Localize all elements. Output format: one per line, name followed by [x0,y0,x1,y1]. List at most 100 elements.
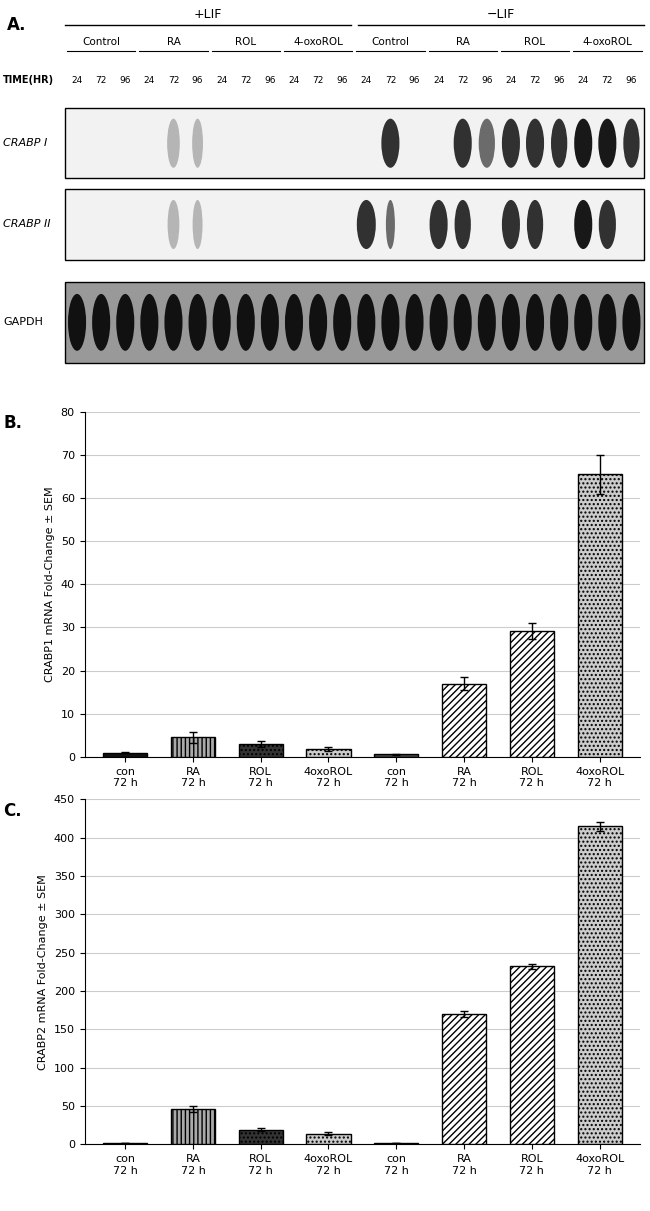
Ellipse shape [357,200,376,249]
Ellipse shape [430,200,448,249]
Ellipse shape [116,294,135,351]
Text: 72: 72 [313,76,324,85]
Text: CRABP I: CRABP I [3,138,47,148]
Text: ROL: ROL [235,38,256,47]
Text: TIME(HR): TIME(HR) [3,75,55,86]
Ellipse shape [188,294,207,351]
Ellipse shape [478,119,495,168]
Ellipse shape [237,294,255,351]
Ellipse shape [502,119,520,168]
Text: 72: 72 [240,76,252,85]
Ellipse shape [574,200,592,249]
Ellipse shape [454,294,472,351]
Ellipse shape [192,200,203,249]
Ellipse shape [574,294,592,351]
Text: 72: 72 [385,76,396,85]
Ellipse shape [623,294,640,351]
Ellipse shape [598,119,616,168]
Text: 96: 96 [192,76,203,85]
Ellipse shape [454,200,471,249]
FancyBboxPatch shape [65,108,644,178]
Text: 4-oxoROL: 4-oxoROL [293,38,343,47]
Text: +LIF: +LIF [194,8,222,22]
Bar [239,744,283,757]
Ellipse shape [382,119,400,168]
Bar [306,750,350,757]
Text: 24: 24 [289,76,300,85]
FancyBboxPatch shape [65,282,644,363]
Ellipse shape [599,200,616,249]
Text: C.: C. [3,802,22,820]
Text: A.: A. [6,16,26,34]
Ellipse shape [526,119,544,168]
Text: 24: 24 [505,76,517,85]
Bar [103,752,147,757]
Ellipse shape [551,119,567,168]
Ellipse shape [333,294,351,351]
Ellipse shape [213,294,231,351]
Ellipse shape [454,119,472,168]
Text: CRABP II: CRABP II [3,219,51,230]
Text: 4-oxoROL: 4-oxoROL [582,38,632,47]
Text: Control: Control [82,38,120,47]
Bar [171,737,215,757]
Text: 72: 72 [602,76,613,85]
Text: 24: 24 [216,76,228,85]
Bar [306,1133,350,1144]
Ellipse shape [598,294,616,351]
Ellipse shape [623,119,640,168]
Text: Control: Control [371,38,410,47]
Text: 96: 96 [120,76,131,85]
Ellipse shape [140,294,159,351]
Bar [374,754,419,757]
Text: B.: B. [3,414,22,432]
Bar [578,475,621,757]
Text: 96: 96 [626,76,637,85]
Text: 72: 72 [168,76,179,85]
Bar [442,683,486,757]
Ellipse shape [261,294,279,351]
Bar [442,1014,486,1144]
Y-axis label: CRABP1 mRNA Fold-Change ± SEM: CRABP1 mRNA Fold-Change ± SEM [45,487,55,682]
Ellipse shape [382,294,400,351]
Ellipse shape [430,294,448,351]
Ellipse shape [527,200,543,249]
Bar [578,826,621,1144]
Bar [510,966,554,1144]
Text: 24: 24 [578,76,589,85]
Text: RA: RA [166,38,181,47]
Text: 24: 24 [433,76,444,85]
Text: GAPDH: GAPDH [3,317,43,327]
Text: 72: 72 [529,76,541,85]
Ellipse shape [309,294,327,351]
Bar [171,1109,215,1144]
Text: ROL: ROL [525,38,545,47]
Text: 96: 96 [481,76,493,85]
FancyBboxPatch shape [65,189,644,259]
Ellipse shape [386,200,395,249]
Text: 96: 96 [409,76,421,85]
Text: −LIF: −LIF [486,8,515,22]
Ellipse shape [502,200,520,249]
Bar [239,1130,283,1144]
Ellipse shape [478,294,496,351]
Ellipse shape [168,200,179,249]
Ellipse shape [502,294,520,351]
Text: 96: 96 [264,76,276,85]
Text: RA: RA [456,38,470,47]
Text: 96: 96 [337,76,348,85]
Ellipse shape [406,294,424,351]
Text: −LIF: −LIF [484,888,512,901]
Text: 24: 24 [72,76,83,85]
Bar [510,631,554,757]
Ellipse shape [285,294,303,351]
Ellipse shape [68,294,86,351]
Ellipse shape [550,294,568,351]
Text: 24: 24 [144,76,155,85]
Ellipse shape [358,294,375,351]
Y-axis label: CRABP2 mRNA Fold-Change ± SEM: CRABP2 mRNA Fold-Change ± SEM [38,874,48,1069]
Text: 24: 24 [361,76,372,85]
Ellipse shape [192,119,203,168]
Text: 72: 72 [96,76,107,85]
Ellipse shape [574,119,592,168]
